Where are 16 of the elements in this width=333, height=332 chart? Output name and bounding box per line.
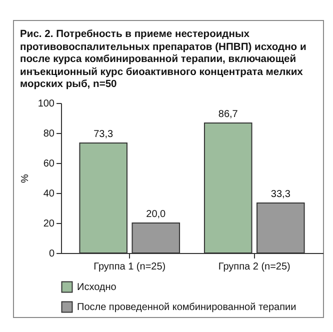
data-label: 73,3 — [94, 129, 114, 140]
chart-title: Рис. 2. Потребность в приеме нестероидных противовоспалительных препаратов (НПВП) исходно и после курса комбинированной терапии, включающей инъекционный курс биоактивного концентрата мелких морских рыб, n=50 — [20, 29, 308, 92]
x-tick-label: Группа 2 (n=25) — [218, 262, 290, 272]
y-tick-label: 20 — [43, 218, 55, 230]
legend-label: После проведенной комбинированной терапии — [77, 302, 296, 313]
data-label: 86,7 — [218, 108, 238, 120]
data-label: 20,0 — [146, 209, 166, 220]
y-tick-label: 100 — [38, 98, 55, 110]
data-label: 33,3 — [270, 189, 291, 200]
y-axis-title: % — [20, 174, 31, 183]
y-tick-label: 80 — [43, 128, 55, 140]
y-tick-label: 60 — [43, 158, 55, 170]
legend-label: Исходно — [77, 282, 117, 293]
x-tick-label: Группа 1 (n=25) — [94, 262, 166, 272]
y-tick-label: 40 — [43, 188, 55, 200]
y-tick-label: 0 — [48, 248, 55, 260]
